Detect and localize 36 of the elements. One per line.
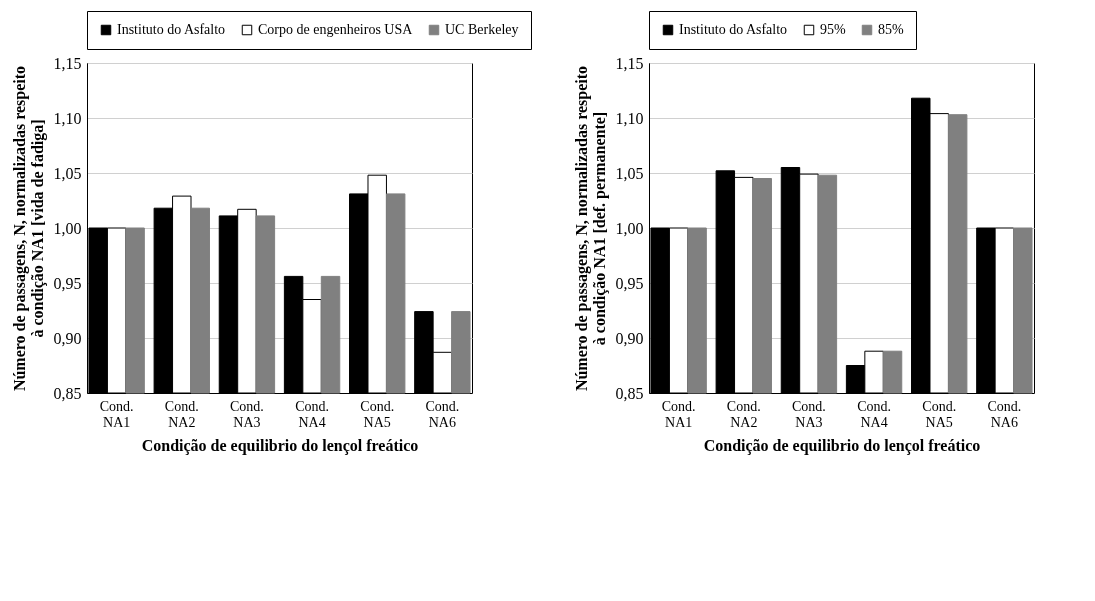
y-axis-title: Número de passagens, N, normalizadas respeito à condição NA1 [def. permanente] — [572, 65, 609, 392]
y-tick-label: 0,95 — [53, 274, 82, 292]
y-tick-label: 0,90 — [615, 329, 644, 347]
legend-label: Instituto do Asfalto — [679, 22, 788, 37]
y-tick-label: 1,15 — [615, 54, 644, 72]
x-tick-label: Cond. NA4 — [857, 398, 891, 430]
x-tick-label: Cond. NA3 — [230, 398, 264, 430]
x-tick-label: Cond. NA6 — [425, 398, 460, 430]
x-tick-label: Cond. NA1 — [661, 398, 696, 430]
x-tick-label: Cond. NA5 — [360, 398, 395, 430]
legend-label: Instituto do Asfalto — [117, 22, 226, 37]
y-axis-title: Número de passagens, N, normalizadas respeito à condição NA1 [vida de fadiga] — [10, 65, 47, 392]
y-tick-label: 1,00 — [53, 219, 82, 237]
y-tick-label: 0,85 — [615, 384, 644, 402]
x-tick-label: Cond. NA3 — [792, 398, 826, 430]
x-axis-title: Condição de equilibrio do lençol freático — [141, 436, 419, 455]
x-tick-label: Cond. NA2 — [726, 398, 761, 430]
y-tick-label: 0,90 — [53, 329, 82, 347]
x-axis-title: Condição de equilibrio do lençol freático — [703, 436, 981, 455]
legend-label: UC Berkeley — [445, 22, 519, 37]
x-tick-label: Cond. NA1 — [99, 398, 134, 430]
y-tick-label: 0,95 — [615, 274, 644, 292]
x-tick-label: Cond. NA4 — [295, 398, 329, 430]
y-tick-label: 1,15 — [53, 54, 82, 72]
x-tick-label: Cond. NA2 — [164, 398, 199, 430]
legend-label: Corpo de engenheiros USA — [258, 22, 414, 37]
y-tick-label: 1,10 — [53, 109, 82, 127]
y-tick-label: 1,10 — [615, 109, 644, 127]
y-tick-label: 1,00 — [615, 219, 644, 237]
y-tick-label: 1,05 — [615, 164, 644, 182]
y-tick-label: 0,85 — [53, 384, 82, 402]
legend-label: 85% — [878, 22, 904, 37]
x-tick-label: Cond. NA6 — [987, 398, 1022, 430]
y-tick-label: 1,05 — [53, 164, 82, 182]
x-tick-label: Cond. NA5 — [922, 398, 957, 430]
legend-label: 95% — [820, 22, 846, 37]
